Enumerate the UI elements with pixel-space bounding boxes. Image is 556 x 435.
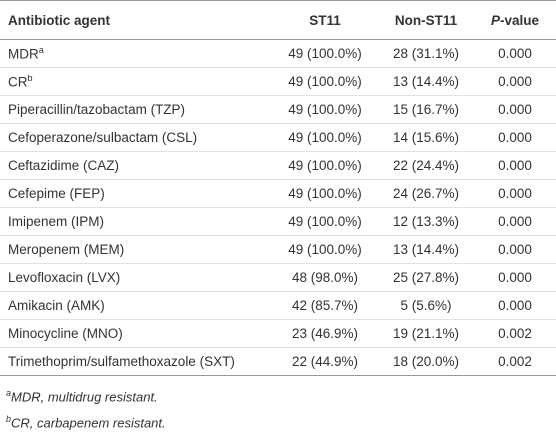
agent-cell: MDRa xyxy=(0,39,272,68)
table-row: Imipenem (IPM) 49 (100.0%) 12 (13.3%) 0.000 xyxy=(0,207,556,236)
footnote-mark: b xyxy=(27,73,33,84)
st11-cell: 49 (100.0%) xyxy=(272,95,378,124)
p-value-cell: 0.000 xyxy=(474,123,556,152)
p-value-cell: 0.002 xyxy=(474,319,556,348)
st11-cell: 49 (100.0%) xyxy=(272,39,378,68)
agent-cell: Levofloxacin (LVX) xyxy=(0,263,272,292)
non-st11-cell: 14 (15.6%) xyxy=(378,123,474,152)
agent-cell: Cefoperazone/sulbactam (CSL) xyxy=(0,123,272,152)
st11-cell: 49 (100.0%) xyxy=(272,235,378,264)
column-header: Non-ST11 xyxy=(378,0,474,40)
column-header: Antibiotic agent xyxy=(0,0,272,40)
footnote-mark: a xyxy=(6,388,12,398)
table-row: Cefepime (FEP) 49 (100.0%) 24 (26.7%) 0.000 xyxy=(0,179,556,208)
non-st11-cell: 22 (24.4%) xyxy=(378,151,474,180)
footnote-mark: b xyxy=(6,414,12,425)
agent-cell: Ceftazidime (CAZ) xyxy=(0,151,272,180)
st11-cell: 42 (85.7%) xyxy=(272,291,378,320)
non-st11-cell: 5 (5.6%) xyxy=(378,291,474,320)
footnote-mark: a xyxy=(38,45,44,56)
st11-cell: 49 (100.0%) xyxy=(272,67,378,96)
header-text: -value xyxy=(499,12,540,28)
agent-cell: Amikacin (AMK) xyxy=(0,291,272,320)
agent-cell: Imipenem (IPM) xyxy=(0,207,272,236)
non-st11-cell: 25 (27.8%) xyxy=(378,263,474,292)
footnote-text: MDR, multidrug resistant. xyxy=(11,389,158,405)
footnotes: aMDR, multidrug resistant. bCR, carbapene… xyxy=(0,382,556,435)
non-st11-cell: 24 (26.7%) xyxy=(378,179,474,208)
p-value-cell: 0.000 xyxy=(474,207,556,236)
header-italic: P xyxy=(490,12,500,28)
non-st11-cell: 13 (14.4%) xyxy=(378,235,474,264)
table-row: Ceftazidime (CAZ) 49 (100.0%) 22 (24.4%) 0.… xyxy=(0,151,556,180)
non-st11-cell: 15 (16.7%) xyxy=(378,95,474,124)
table-row: CRb 49 (100.0%) 13 (14.4%) 0.000 xyxy=(0,67,556,96)
agent-cell: Cefepime (FEP) xyxy=(0,179,272,208)
st11-cell: 49 (100.0%) xyxy=(272,179,378,208)
agent-cell: Meropenem (MEM) xyxy=(0,235,272,264)
st11-cell: 49 (100.0%) xyxy=(272,207,378,236)
agent-name: Amikacin (AMK) xyxy=(8,298,105,313)
agent-name: Minocycline (MNO) xyxy=(8,326,123,341)
p-value-cell: 0.000 xyxy=(474,39,556,68)
p-value-cell: 0.000 xyxy=(474,291,556,320)
table-row: MDRa 49 (100.0%) 28 (31.1%) 0.000 xyxy=(0,39,556,68)
p-value-cell: 0.000 xyxy=(474,235,556,264)
non-st11-cell: 12 (13.3%) xyxy=(378,207,474,236)
footnote: aMDR, multidrug resistant. xyxy=(6,382,556,408)
non-st11-cell: 19 (21.1%) xyxy=(378,319,474,348)
table-row: Levofloxacin (LVX) 48 (98.0%) 25 (27.8%) 0.… xyxy=(0,263,556,292)
agent-name: Cefoperazone/sulbactam (CSL) xyxy=(8,130,198,145)
header-row: Antibiotic agent ST11 Non-ST11 P-value xyxy=(0,0,556,40)
p-value-cell: 0.002 xyxy=(474,347,556,376)
non-st11-cell: 18 (20.0%) xyxy=(378,347,474,376)
footnote: bCR, carbapenem resistant. xyxy=(6,408,556,434)
non-st11-cell: 28 (31.1%) xyxy=(378,39,474,68)
column-header: ST11 xyxy=(272,0,378,40)
st11-cell: 49 (100.0%) xyxy=(272,123,378,152)
agent-name: Trimethoprim/sulfamethoxazole (SXT) xyxy=(8,354,235,369)
st11-cell: 49 (100.0%) xyxy=(272,151,378,180)
st11-cell: 22 (44.9%) xyxy=(272,347,378,376)
table-row: Piperacillin/tazobactam (TZP) 49 (100.0%)… xyxy=(0,95,556,124)
agent-name: Imipenem (IPM) xyxy=(8,214,105,229)
agent-name: Meropenem (MEM) xyxy=(8,242,125,257)
p-value-cell: 0.000 xyxy=(474,179,556,208)
agent-cell: Trimethoprim/sulfamethoxazole (SXT) xyxy=(0,347,272,376)
agent-name: MDR xyxy=(8,46,39,62)
table-row: Cefoperazone/sulbactam (CSL) 49 (100.0%) 1… xyxy=(0,123,556,152)
agent-name: Levofloxacin (LVX) xyxy=(8,270,121,285)
agent-name: Cefepime (FEP) xyxy=(8,186,105,201)
column-header: P-value xyxy=(474,0,556,40)
non-st11-cell: 13 (14.4%) xyxy=(378,67,474,96)
p-value-cell: 0.000 xyxy=(474,95,556,124)
table-row: Amikacin (AMK) 42 (85.7%) 5 (5.6%) 0.000 xyxy=(0,291,556,320)
footnote-text: CR, carbapenem resistant. xyxy=(11,415,166,431)
table-body: MDRa 49 (100.0%) 28 (31.1%) 0.000 CRb 49 (100… xyxy=(0,39,556,376)
st11-cell: 48 (98.0%) xyxy=(272,263,378,292)
agent-cell: Piperacillin/tazobactam (TZP) xyxy=(0,95,272,124)
table-row: Minocycline (MNO) 23 (46.9%) 19 (21.1%) 0.0… xyxy=(0,319,556,348)
agent-name: CR xyxy=(8,74,28,90)
agent-name: Ceftazidime (CAZ) xyxy=(8,158,120,173)
agent-cell: Minocycline (MNO) xyxy=(0,319,272,348)
data-table: Antibiotic agent ST11 Non-ST11 P-value MDRa… xyxy=(0,0,556,376)
p-value-cell: 0.000 xyxy=(474,151,556,180)
p-value-cell: 0.000 xyxy=(474,67,556,96)
p-value-cell: 0.000 xyxy=(474,263,556,292)
st11-cell: 23 (46.9%) xyxy=(272,319,378,348)
table-row: Trimethoprim/sulfamethoxazole (SXT) 22 (4… xyxy=(0,347,556,376)
agent-cell: CRb xyxy=(0,67,272,96)
table-row: Meropenem (MEM) 49 (100.0%) 13 (14.4%) 0.00… xyxy=(0,235,556,264)
agent-name: Piperacillin/tazobactam (TZP) xyxy=(8,102,186,117)
